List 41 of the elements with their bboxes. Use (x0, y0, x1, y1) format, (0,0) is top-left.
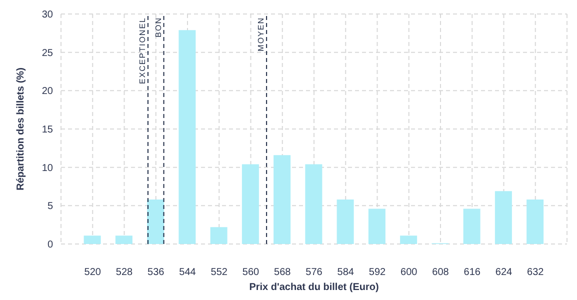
x-tick-label: 624 (495, 267, 513, 278)
x-tick-label: 600 (400, 267, 418, 278)
bar (274, 155, 291, 244)
bar (84, 236, 101, 244)
bar (336, 200, 354, 244)
x-tick-label: 584 (337, 267, 354, 278)
ref-line-label: BON (154, 17, 163, 38)
bar (368, 208, 386, 244)
bar (463, 208, 480, 244)
bar (178, 30, 196, 244)
x-tick-label: 544 (179, 267, 196, 278)
bar (305, 164, 322, 244)
y-tick-label: 30 (42, 10, 54, 21)
bar (400, 236, 418, 244)
bar (526, 200, 544, 244)
ref-line-label: MOYEN (256, 17, 266, 52)
ref-line-label: EXCEPTIONEL (138, 17, 147, 84)
x-tick-label: 552 (210, 267, 228, 278)
bar (242, 164, 259, 244)
x-tick-label: 568 (274, 267, 292, 278)
bar (494, 191, 512, 244)
x-tick-label: 520 (84, 267, 102, 278)
x-axis-title: Prix d'achat du billet (Euro) (249, 282, 379, 293)
x-tick-label: 536 (148, 267, 165, 278)
bar (147, 200, 164, 244)
x-tick-label: 608 (432, 267, 450, 278)
y-tick-label: 5 (47, 201, 54, 212)
y-tick-label: 0 (47, 240, 54, 251)
x-tick-label: 592 (368, 267, 386, 278)
x-tick-label: 560 (242, 267, 260, 278)
y-tick-label: 25 (42, 48, 54, 59)
y-tick-label: 15 (42, 124, 54, 136)
y-tick-label: 10 (42, 162, 54, 174)
y-tick-label: 20 (42, 86, 54, 98)
bar (210, 227, 228, 244)
x-tick-label: 528 (116, 267, 134, 278)
y-axis-title: Répartition des billets (%) (16, 68, 27, 190)
bar (115, 236, 132, 244)
x-tick-label: 616 (464, 267, 481, 278)
x-tick-label: 632 (527, 267, 544, 278)
x-tick-label: 576 (306, 267, 323, 278)
